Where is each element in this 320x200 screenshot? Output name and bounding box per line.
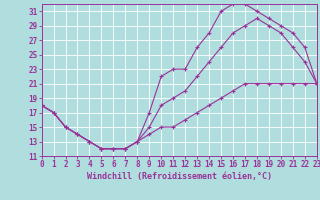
X-axis label: Windchill (Refroidissement éolien,°C): Windchill (Refroidissement éolien,°C) — [87, 172, 272, 181]
